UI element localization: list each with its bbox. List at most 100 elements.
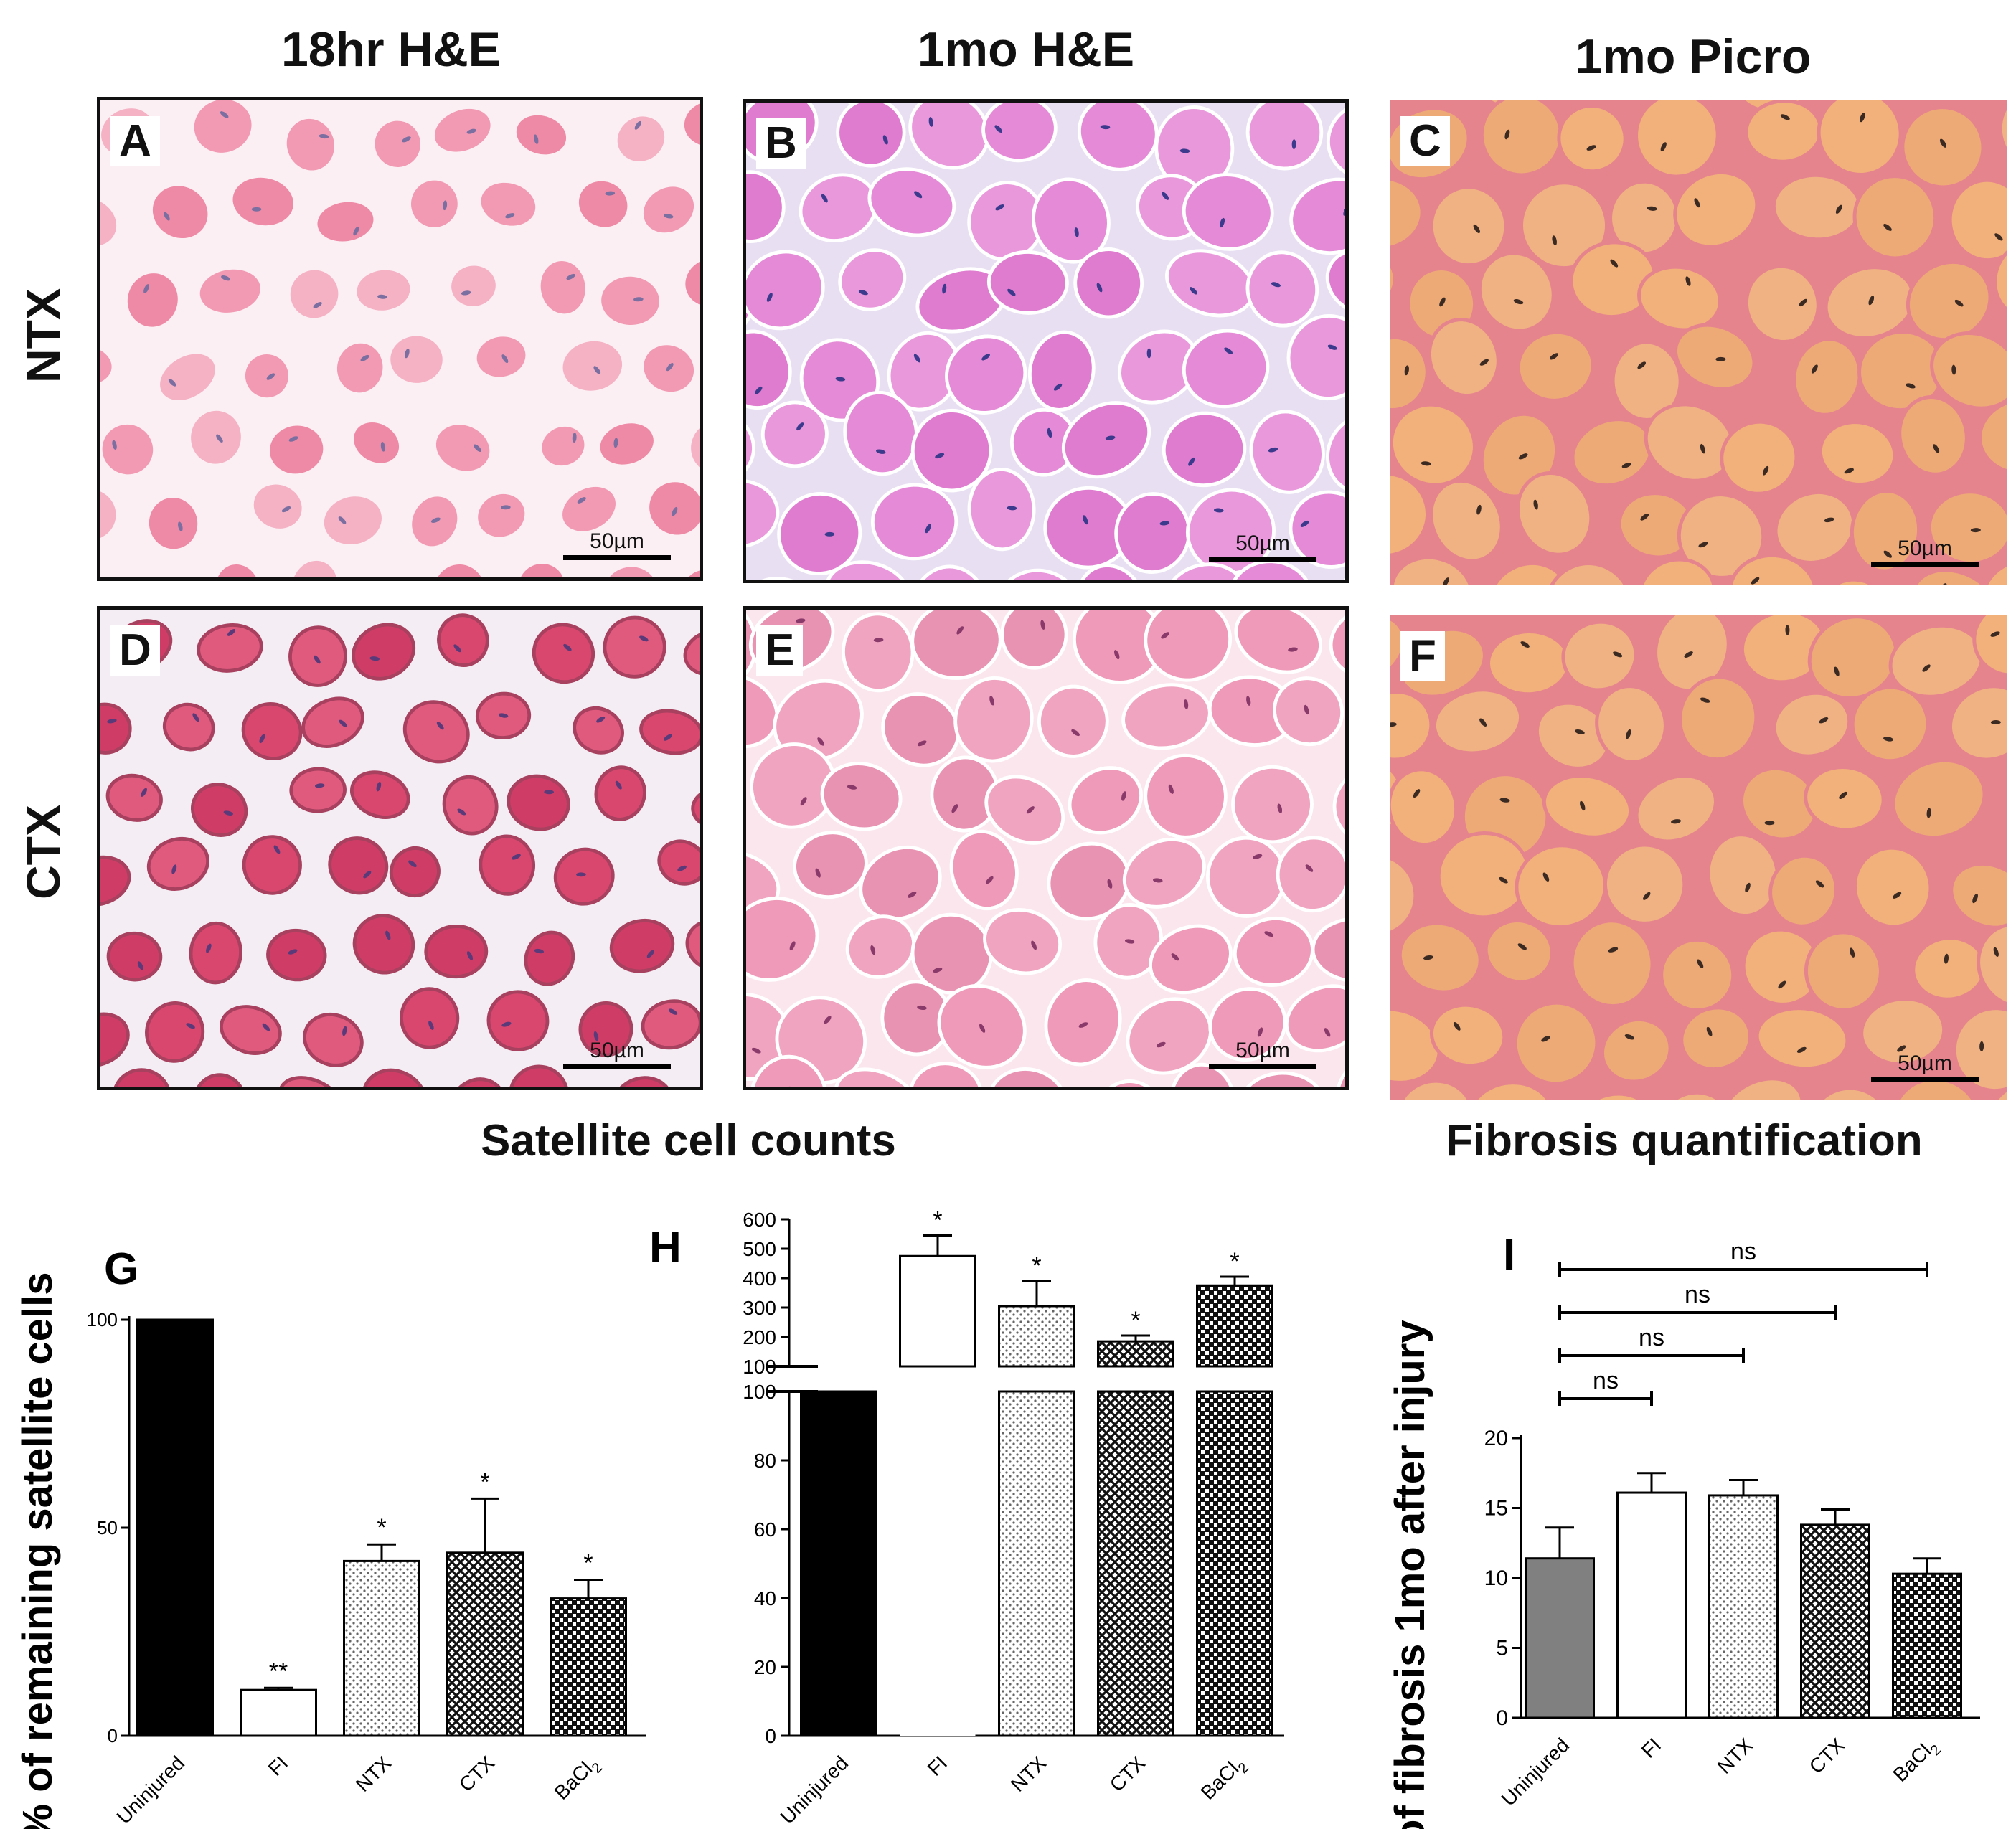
nucleus [1439, 297, 1446, 307]
muscle-fiber [983, 907, 1063, 975]
muscle-fiber [1249, 410, 1325, 494]
category-label: FI [923, 1752, 952, 1780]
y-tick-label: 200 [743, 1326, 776, 1348]
nucleus [1883, 550, 1892, 558]
y-tick-label: 15 [1484, 1497, 1508, 1521]
muscle-fiber [102, 424, 154, 475]
category-label: FI [264, 1752, 293, 1780]
muscle-fiber [1284, 984, 1345, 1053]
muscle-fiber [1390, 555, 1474, 585]
muscle-fiber [1311, 917, 1345, 983]
nucleus [1007, 506, 1017, 511]
nucleus [566, 273, 575, 280]
muscle-fiber [1774, 490, 1856, 564]
nucleus [1993, 947, 1999, 957]
muscle-fiber [1744, 264, 1820, 344]
muscle-fiber [232, 177, 293, 226]
muscle-fiber [112, 1068, 171, 1087]
column-title-18hr-he: 18hr H&E [281, 22, 501, 77]
nucleus [1780, 114, 1790, 120]
nucleus [1291, 139, 1296, 150]
nucleus [402, 136, 411, 143]
muscle-fiber [100, 1012, 130, 1067]
muscle-fiber [1286, 313, 1345, 401]
muscle-fiber [746, 250, 825, 331]
nucleus [1778, 980, 1786, 989]
muscle-fiber [1390, 176, 1424, 251]
muscle-fiber [524, 930, 575, 986]
nucleus [1697, 959, 1704, 968]
muscle-fiber [984, 775, 1065, 845]
muscle-fiber [352, 623, 416, 681]
muscle-fiber [1792, 337, 1862, 417]
nucleus [646, 950, 654, 958]
nucleus [178, 521, 183, 531]
muscle-fiber [152, 186, 208, 239]
muscle-fiber [1126, 997, 1212, 1075]
muscle-fiber [1852, 846, 1933, 929]
category-label: Uninjured [776, 1752, 853, 1828]
nucleus [1453, 1022, 1461, 1031]
muscle-fiber [1804, 930, 1883, 1012]
nucleus [956, 626, 964, 635]
nucleus [1031, 940, 1037, 950]
nucleus [342, 1026, 347, 1036]
significance-marker: * [933, 1207, 942, 1234]
nucleus [1811, 364, 1818, 374]
muscle-fiber [215, 564, 260, 577]
muscle-fiber [609, 918, 675, 973]
muscle-fiber [390, 336, 443, 383]
bar-lower [1196, 1390, 1273, 1737]
nucleus [994, 125, 1002, 133]
nucleus [1327, 344, 1337, 350]
nucleus [428, 1021, 434, 1030]
bar [1525, 1557, 1595, 1719]
muscle-fiber [1978, 397, 2007, 476]
comparison-label: ns [1685, 1281, 1710, 1308]
nucleus [593, 366, 601, 374]
muscle-fiber [449, 1077, 507, 1087]
tissue-image [1390, 100, 2007, 585]
bar [1708, 1494, 1779, 1719]
muscle-fiber [1144, 753, 1228, 839]
nucleus [577, 497, 586, 504]
nucleus [273, 845, 281, 854]
y-tick-label: 0 [1496, 1706, 1508, 1730]
nucleus [1153, 878, 1163, 883]
muscle-fiber [986, 1067, 1068, 1087]
nucleus [1897, 1045, 1906, 1052]
muscle-fiber [1390, 402, 1476, 487]
muscle-fiber [949, 829, 1019, 911]
nucleus [262, 1023, 270, 1031]
nucleus [1007, 288, 1016, 296]
nucleus [1184, 699, 1189, 709]
nucleus [1624, 1034, 1634, 1040]
nucleus [1542, 872, 1550, 882]
muscle-fiber [617, 116, 665, 161]
muscle-fiber [476, 336, 526, 377]
nucleus [1078, 1022, 1088, 1028]
muscle-fiber [106, 931, 163, 982]
muscle-fiber [1637, 265, 1723, 332]
muscle-fiber [1673, 170, 1759, 249]
muscle-fiber [437, 613, 489, 667]
muscle-fiber [1720, 420, 1799, 496]
y-tick-label: 0 [108, 1725, 118, 1747]
muscle-fiber [1466, 1081, 1555, 1100]
muscle-fiber [352, 914, 415, 975]
nucleus [1161, 632, 1169, 639]
nucleus [380, 441, 385, 452]
bar-lower [1097, 1390, 1174, 1737]
muscle-fiber [600, 423, 654, 465]
muscle-fiber [442, 775, 499, 836]
nucleus [1473, 224, 1480, 234]
nucleus [615, 780, 622, 790]
scale-bar: 50µm [563, 1039, 671, 1069]
muscle-fiber [639, 709, 700, 755]
panel-letter: C [1400, 116, 1450, 166]
muscle-fiber [836, 103, 906, 168]
muscle-fiber [357, 270, 410, 311]
muscle-fiber [1390, 335, 1429, 412]
nucleus [800, 797, 807, 806]
muscle-fiber [611, 1076, 674, 1087]
